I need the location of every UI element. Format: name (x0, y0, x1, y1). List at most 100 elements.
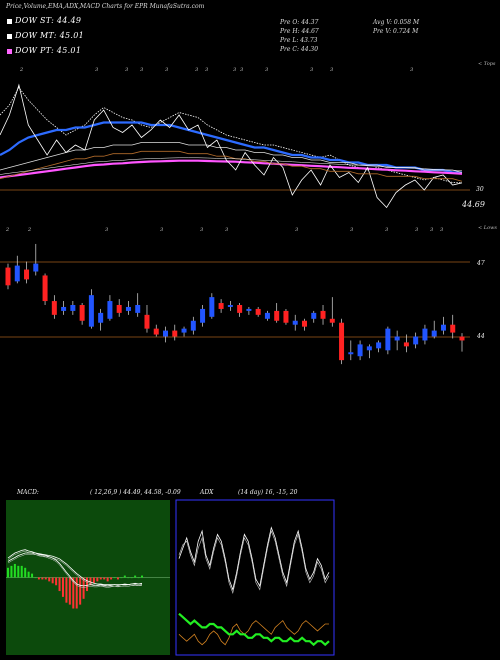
candle-body (144, 314, 150, 329)
pre-volume: Pre V: 0.724 M (373, 28, 419, 35)
candle-body (79, 305, 85, 321)
ohlc-open: Pre O: 44.37 (280, 19, 319, 26)
macd-histogram-bar (27, 571, 30, 578)
ema-fast-line (0, 121, 462, 174)
candle-body (311, 312, 317, 319)
macd-histogram-bar (113, 577, 116, 579)
ema-pink-line (0, 159, 463, 179)
macd-histogram-bar (141, 575, 143, 578)
adx-plus-di-line (178, 526, 330, 592)
candle-body (172, 330, 178, 337)
candle-body (116, 305, 122, 313)
ema-bottom-mark: 3 (225, 227, 228, 233)
candle-body (181, 328, 187, 333)
macd-histogram-bar (110, 577, 113, 580)
macd-histogram-bar (65, 577, 68, 603)
macd-histogram-bar (120, 577, 123, 579)
macd-histogram-bar (20, 565, 23, 578)
candle-body (5, 267, 11, 286)
macd-histogram-bar (34, 577, 37, 579)
ema-bottom-mark: 3 (295, 227, 298, 233)
macd-values: ( 12,26,9 ) 44.49, 44.58, -0.09 (90, 489, 181, 496)
candle-body (459, 336, 465, 341)
candle-body (301, 320, 307, 327)
macd-histogram-bar (37, 577, 40, 580)
candle-body (42, 275, 48, 302)
candle-body (320, 310, 326, 319)
candle-body (14, 265, 20, 282)
header-site: MunafaSutra.com (149, 3, 205, 10)
macd-signal-line (7, 552, 142, 585)
candle-body (246, 308, 252, 311)
candle-body (357, 344, 363, 357)
macd-histogram-bar (86, 577, 89, 592)
candle-body (237, 305, 243, 313)
adx-label: ADX (200, 489, 214, 496)
ema-top-mark: 3 (165, 67, 168, 73)
legend-dow-pt: DOW PT: 45.01 (7, 46, 81, 55)
macd-histogram-bar (96, 577, 99, 582)
candle-body (440, 324, 446, 331)
ema-top-mark: 3 (195, 67, 198, 73)
macd-histogram-bar (72, 577, 75, 609)
macd-histogram-bar (103, 577, 106, 580)
ema-top-mark: 3 (265, 67, 268, 73)
macd-histogram-bar (82, 577, 85, 599)
candle-body (283, 310, 289, 323)
macd-histogram-bar (123, 575, 126, 578)
macd-histogram-bar (99, 577, 102, 580)
ema-bottom-mark: 3 (385, 227, 388, 233)
ema-outline-line (0, 157, 463, 175)
legend-dow-st: DOW ST: 44.49 (7, 16, 81, 25)
candle-body (450, 324, 456, 333)
tops-label: < Tops (478, 61, 496, 67)
ema-top-mark: 2 (19, 67, 23, 73)
candle-body (376, 342, 382, 349)
candle-body (190, 320, 196, 331)
adx-plus-di-shadow (178, 529, 330, 595)
ema-top-mark: 3 (240, 67, 243, 73)
candle-body (403, 342, 409, 347)
legend-swatch (7, 48, 12, 54)
candle-body (24, 269, 30, 280)
ema-mid-line (0, 142, 463, 173)
adx-values: (14 day) 16, -15, 20 (238, 489, 298, 496)
candle-body (227, 305, 233, 307)
ema-top-mark: 3 (233, 67, 236, 73)
macd-histogram-bar (41, 577, 44, 580)
candle-body (88, 295, 94, 327)
ohlc-close: Pre C: 44.30 (280, 46, 319, 53)
candle-body (107, 301, 113, 319)
candle-body (274, 310, 280, 321)
candle-body (200, 308, 206, 323)
candle-level-44: 44 (477, 333, 485, 340)
lows-label: < Lows (478, 225, 497, 231)
legend-label: DOW ST: 44.49 (15, 16, 82, 25)
legend-dow-mt: DOW MT: 45.01 (7, 31, 84, 40)
macd-histogram-bar (127, 577, 130, 579)
ema-bottom-mark: 3 (105, 227, 108, 233)
macd-histogram-bar (134, 575, 137, 578)
ema-top-mark: 3 (410, 67, 413, 73)
macd-histogram-bar (48, 577, 51, 582)
candle-body (255, 308, 261, 315)
macd-histogram-bar (55, 577, 58, 586)
macd-histogram-bar (89, 577, 92, 586)
macd-histogram-bar (17, 565, 20, 578)
candle-body (209, 297, 215, 317)
candle-body (70, 305, 76, 311)
ema-bottom-mark: 3 (440, 227, 443, 233)
ema-top-mark: 3 (125, 67, 128, 73)
candle-body (394, 336, 400, 341)
candle-body (125, 306, 131, 311)
macd-histogram-bar (106, 577, 109, 582)
legend-swatch (7, 18, 12, 24)
macd-histogram-bar (51, 577, 54, 584)
candle-body (339, 322, 345, 361)
ema-bottom-mark: 3 (430, 227, 433, 233)
ema-price-label: 44.69 (462, 200, 485, 209)
candle-body (422, 328, 428, 341)
macd-histogram-bar (61, 577, 64, 597)
ema-bottom-mark: 3 (415, 227, 418, 233)
